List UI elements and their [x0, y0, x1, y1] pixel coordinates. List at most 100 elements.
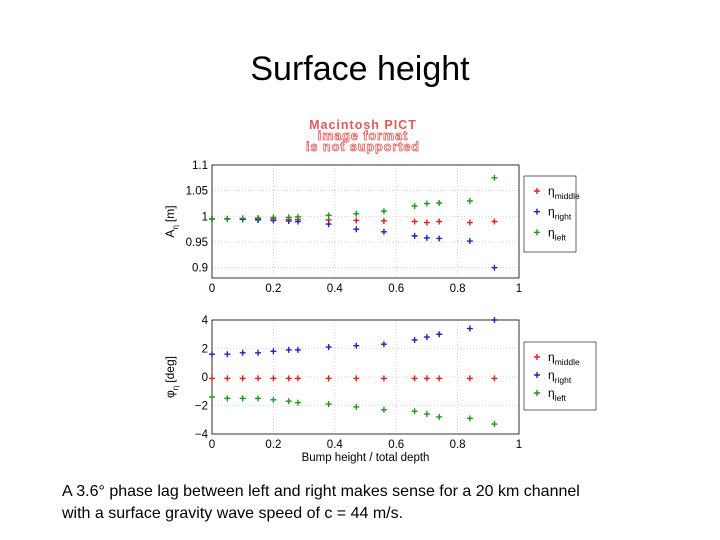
legend-marker — [534, 372, 540, 378]
data-point — [239, 395, 246, 402]
data-point — [270, 348, 277, 355]
data-point — [270, 375, 277, 382]
data-point — [423, 334, 430, 341]
data-point — [423, 234, 430, 241]
data-point — [423, 219, 430, 226]
y-axis-label: φη [deg] — [163, 356, 180, 398]
data-point — [380, 406, 387, 413]
legend-entry: ηleft — [548, 386, 567, 403]
legend-entry-symbol: η — [548, 225, 555, 239]
legend-entry-symbol: η — [548, 386, 555, 400]
y-tick-label: 2 — [202, 344, 208, 356]
legend-entry: ηleft — [548, 225, 567, 242]
x-axis-label: Bump height / total depth — [302, 452, 430, 464]
x-tick-label: 0.4 — [327, 439, 344, 451]
series-left — [209, 174, 498, 222]
data-point — [224, 395, 231, 402]
series-middle — [209, 215, 498, 226]
legend-marker — [534, 229, 540, 236]
legend-marker — [534, 208, 540, 215]
data-point — [353, 403, 360, 410]
legend-entry-subscript: middle — [555, 191, 580, 201]
data-point — [209, 375, 215, 382]
data-point — [380, 228, 387, 235]
data-point — [491, 317, 498, 323]
data-point — [491, 218, 498, 225]
y-axis-label-subscript: η — [171, 386, 180, 390]
pict-unsupported-notice: Macintosh PICT image format is not suppo… — [248, 118, 478, 154]
data-point — [380, 217, 387, 224]
data-point — [466, 415, 473, 422]
data-point — [325, 344, 332, 351]
data-point — [255, 349, 262, 356]
data-point — [255, 214, 262, 221]
data-point — [270, 396, 277, 403]
slide-title: Surface height — [250, 50, 470, 88]
legend-entry-subscript: right — [555, 212, 572, 222]
data-point — [380, 341, 387, 348]
slide-caption: A 3.6° phase lag between left and right … — [62, 481, 702, 525]
y-tick-label: 1.05 — [186, 186, 208, 198]
legend-marker — [534, 188, 540, 194]
data-point — [209, 215, 215, 222]
legend-entry-symbol: η — [548, 350, 555, 364]
data-point — [491, 264, 498, 271]
legend-entry-symbol: η — [548, 184, 555, 198]
data-point — [224, 215, 231, 222]
y-tick-label: 1.1 — [192, 160, 208, 172]
data-point — [491, 174, 498, 181]
series-left — [209, 393, 498, 428]
x-tick-label: 1 — [516, 283, 522, 295]
data-point — [411, 408, 418, 415]
x-tick-label: 0.8 — [450, 283, 466, 295]
legend-box — [523, 341, 597, 411]
data-point — [285, 398, 292, 405]
data-point — [285, 214, 292, 221]
legend-entry: ηmiddle — [548, 350, 580, 367]
data-point — [436, 218, 443, 225]
y-axis-label-unit: [deg] — [163, 356, 177, 383]
pict-notice-line-1: Macintosh PICT — [309, 118, 417, 132]
pict-notice-line-3: is not supported — [306, 140, 420, 154]
y-tick-label: −2 — [195, 401, 208, 413]
x-tick-label: 0.8 — [450, 439, 466, 451]
data-point — [436, 413, 443, 420]
data-point — [436, 235, 443, 242]
data-point — [423, 200, 430, 207]
x-tick-label: 0.6 — [388, 283, 404, 295]
y-tick-label: 4 — [202, 315, 209, 327]
pict-notice-line-2: image format — [317, 129, 409, 143]
legend-marker — [534, 354, 540, 360]
x-tick-label: 0.6 — [388, 439, 404, 451]
data-point — [353, 375, 360, 382]
legend-entry: ηmiddle — [548, 184, 580, 201]
data-point — [239, 349, 246, 356]
data-point — [411, 232, 418, 239]
data-point — [255, 395, 262, 402]
legend-entry-subscript: middle — [555, 357, 580, 367]
data-point — [423, 411, 430, 418]
data-point — [436, 331, 443, 338]
data-point — [353, 210, 360, 217]
data-point — [325, 375, 332, 382]
data-point — [209, 351, 215, 358]
y-tick-label: 0 — [202, 372, 208, 384]
y-tick-label: 0.95 — [186, 237, 208, 249]
data-point — [380, 375, 387, 382]
data-point — [411, 218, 418, 225]
legend-entry-subscript: left — [555, 393, 567, 403]
legend-entry: ηright — [548, 205, 572, 222]
y-axis-label-unit: [m] — [163, 205, 177, 222]
x-tick-label: 0.2 — [265, 439, 281, 451]
data-point — [270, 214, 277, 221]
y-axis-label-subscript: η — [171, 225, 180, 229]
data-point — [209, 393, 215, 400]
data-point — [255, 375, 262, 382]
x-tick-label: 0.4 — [327, 283, 344, 295]
data-point — [224, 375, 231, 382]
data-point — [436, 375, 443, 382]
series-middle — [209, 375, 498, 382]
